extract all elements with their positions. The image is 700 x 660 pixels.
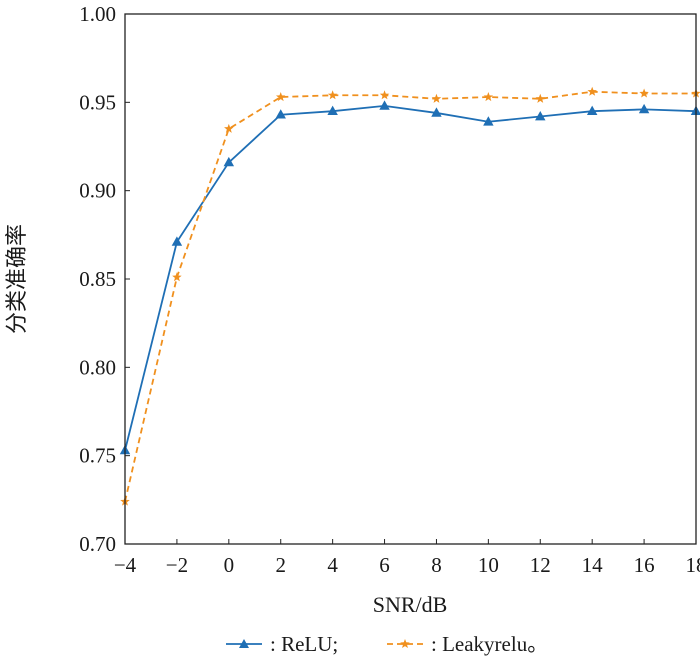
y-tick-label: 0.70 [79,532,116,556]
data-point-relu [638,103,650,114]
data-point-leakyrelu [275,92,286,102]
data-point-leakyrelu [639,88,649,98]
legend-relu-label: : ReLU; [270,632,338,656]
data-point-leakyrelu [535,93,546,103]
x-tick-label: 12 [530,553,551,577]
data-point-leakyrelu [379,90,390,100]
x-tick-label: 6 [379,553,390,577]
x-tick-label: 2 [275,553,286,577]
legend: : ReLU; : Leakyrelu。 [226,632,548,656]
data-point-relu [327,105,338,116]
data-point-relu [586,105,598,116]
y-axis-title: 分类准确率 [5,224,30,334]
legend-leakyrelu-label: : Leakyrelu。 [431,632,548,656]
x-tick-label: 10 [478,553,499,577]
series-line-relu [124,104,697,451]
x-tick-label: 0 [224,553,235,577]
x-tick-label: 16 [634,553,655,577]
data-point-relu [535,110,546,121]
data-point-relu [431,107,442,117]
data-point-leakyrelu [587,86,597,96]
data-point-relu [223,156,235,167]
series-line-leakyrelu [124,90,696,502]
data-point-leakyrelu [224,123,234,133]
series-layer [119,86,700,506]
y-tick-label: 0.75 [79,444,116,468]
x-tick-label: −4 [114,553,137,577]
data-point-leakyrelu [327,90,338,100]
y-tick-label: 0.90 [79,179,116,203]
x-tick-label: 8 [431,553,442,577]
y-tick-label: 0.85 [79,267,116,291]
y-tick-label: 0.80 [79,355,116,379]
tick-layer: −4 −2 0 2 4 6 8 10 12 14 16 18 0.70 0.75 0.80 0.85 0.90 0… [79,2,700,577]
data-point-relu [379,100,390,110]
x-tick-label: 18 [686,553,700,577]
data-point-relu [171,236,183,246]
legend-relu-marker [239,639,249,648]
x-axis-title: SNR/dB [373,592,448,617]
data-point-leakyrelu [431,93,442,103]
y-tick-label: 0.95 [79,90,116,114]
plot-frame [124,13,697,545]
data-point-relu [275,109,286,119]
data-point-leakyrelu [172,272,182,282]
x-tick-label: 14 [582,553,604,577]
x-tick-label: 4 [327,553,338,577]
y-tick-label: 1.00 [79,2,116,26]
data-point-relu [483,116,494,126]
legend-leakyrelu-marker [400,639,410,649]
data-point-leakyrelu [483,92,494,102]
x-tick-label: −2 [166,553,188,577]
